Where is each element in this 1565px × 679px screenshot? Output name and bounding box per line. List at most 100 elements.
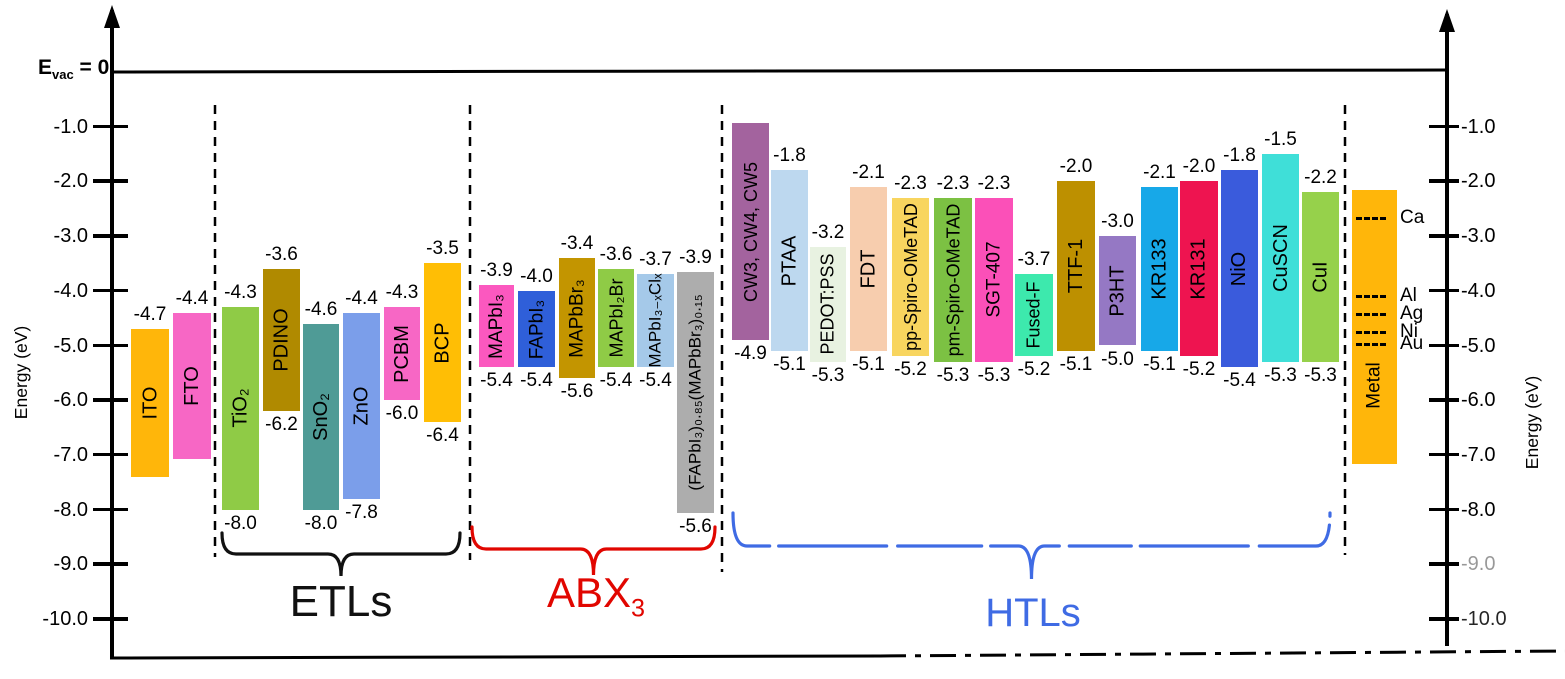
bar-top-value: -1.5 [1264,129,1297,151]
bar-name-label: PEDOT:PSS [818,253,838,355]
bar-pp-spiro-ometad: pp-Spiro-OMeTAD [892,197,929,357]
right-axis-tick-label: -4.0 [1461,279,1496,302]
bar-zno: ZnO [343,312,380,499]
bar-top-value: -4.7 [133,304,167,326]
bar-top-value: -4.0 [520,265,553,287]
bar-bottom-value: -7.8 [345,501,378,523]
right-axis-tick [1429,562,1459,566]
left-axis-tick-label: -8.0 [53,498,88,521]
bar-bottom-value: -5.1 [773,353,806,375]
bar-name-label: FAPbI₃ [526,299,547,359]
bar-name-label: FDT [857,249,880,289]
right-axis-tick-label: -2.0 [1461,170,1496,193]
bar-name-label: KR131 [1188,238,1210,300]
left-axis-tick-label: -6.0 [53,389,88,412]
metal-level-dash-ca [1356,217,1386,220]
bar-mapbbr: MAPbBr₃ [559,257,595,379]
bar-mapbi-cl: MAPbI₃₋ₓClₓ [637,274,674,368]
evac-line [111,68,1448,74]
left-axis-tick [93,343,128,347]
group-label-abx3: ABX3 [547,572,645,622]
bar-name-label: PCBM [391,324,414,383]
group-label-etls: ETLs [290,580,393,630]
right-axis-tick-label: -7.0 [1461,443,1496,466]
bar-bottom-value: -5.3 [1304,364,1337,386]
bar-bottom-value: -5.4 [480,370,513,392]
metal-level-dash-ag [1356,313,1386,316]
left-axis-tick [93,452,128,457]
bar-bottom-value: -5.0 [1101,348,1134,370]
bar-name-label: MAPbBr₃ [566,278,588,358]
bar-top-value: -3.0 [1101,211,1134,233]
bar-metal: Metal Ca Al Ag Ni Au [1352,190,1424,464]
bar-top-value: -4.4 [175,287,209,309]
bar-name-label: FTO [181,366,204,406]
right-axis-tick-label: -1.0 [1461,115,1496,138]
evac-subscript: vac [52,67,74,83]
bar-bottom-value: -5.3 [811,364,845,386]
metal-level-label-ag: Ag [1400,303,1424,324]
bar-name-label: Metal [1364,361,1385,409]
bar-mapbi: MAPbI₃ [479,285,514,368]
bar-name-label: SnO₂ [310,392,333,441]
bar-fapbi: FAPbI₃ [518,290,555,368]
bar-bottom-value: -5.6 [560,381,594,403]
group-label-htls-text: HTLs [985,591,1081,635]
bar-bottom-value: -5.2 [894,359,927,381]
right-axis-tick [1429,507,1459,512]
right-axis-arrow-icon [1439,9,1455,32]
left-axis-tick-label: -7.0 [53,443,88,466]
bar-tio: TiO₂ [222,307,259,510]
right-axis-tick [1429,398,1459,402]
bar-name-label: KR133 [1148,238,1171,300]
bar-top-value: -3.6 [265,243,298,265]
bar-p3ht: P3HT [1099,236,1136,346]
bar-top-value: -3.2 [811,222,845,244]
group-label-abx3-text: ABX [546,569,632,616]
bar-name-label: TTF-1 [1065,238,1087,294]
right-axis-tick-label: -5.0 [1461,334,1496,357]
bar-mapbi-br: MAPbI₂Br [598,268,634,368]
left-axis-tick-label: -5.0 [53,334,88,357]
bar-top-value: -2.3 [936,172,970,194]
bar-bottom-value: -5.6 [679,516,712,537]
bar-top-value: -3.9 [480,260,513,282]
right-axis-tick [1429,452,1459,457]
bar-sno: SnO₂ [303,323,339,510]
bar-bottom-value: -5.3 [1264,364,1297,386]
bar-kr133: KR133 [1141,186,1178,351]
bar-fto: FTO [173,312,211,459]
left-axis-tick-label: -1.0 [53,115,88,138]
bar-bottom-value: -8.0 [304,512,338,534]
evac-label: Evac = 0 [38,56,109,82]
right-axis-tick-label: -9.0 [1461,553,1496,576]
bar-name-label: NiO [1228,251,1251,287]
right-axis-tick-label: -8.0 [1461,498,1496,521]
bar-name-label: Fused-F [1024,281,1044,349]
bar-bottom-value: -5.4 [639,370,672,392]
bar-kr131: KR131 [1180,181,1218,357]
bar-bcp: BCP [424,263,461,423]
bottom-border-dashed [879,649,1565,658]
bar-top-value: -3.5 [426,238,459,260]
bar-fapbi-mapbbr: (FAPbI₃)₀.₈₅(MAPbBr₃)₀.₁₅ [677,272,714,513]
evac-value: = 0 [73,56,110,79]
brace-htls [731,511,1332,580]
bottom-border-solid [109,654,881,660]
bar-bottom-value: -4.9 [734,343,767,365]
bar-top-value: -3.6 [599,243,633,265]
bar-name-label: ITO [139,386,161,420]
right-axis-tick [1429,288,1459,293]
left-axis-tick [93,398,128,402]
left-axis-tick [93,179,128,183]
bar-ptaa: PTAA [771,170,808,351]
bar-bottom-value: -6.0 [385,403,419,425]
bar-top-value: -2.2 [1304,167,1337,189]
bar-bottom-value: -5.4 [1223,370,1256,392]
bar-top-value: -4.4 [345,287,378,309]
left-axis-tick-label: -9.0 [53,553,88,576]
left-axis-tick [93,562,128,566]
bar-name-label: (FAPbI₃)₀.₈₅(MAPbBr₃)₀.₁₅ [686,294,705,491]
metal-level-dash-au [1356,343,1386,346]
left-axis-tick [93,507,128,512]
